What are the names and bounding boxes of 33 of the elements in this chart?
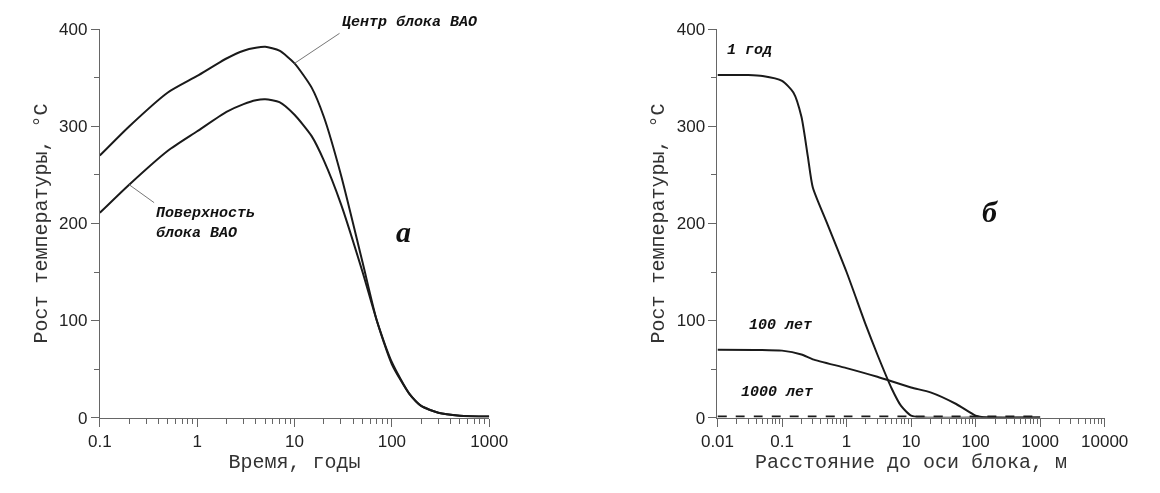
y-tick-label: 0 <box>77 408 88 428</box>
y-axis-title: Рост температуры, °C <box>647 103 671 344</box>
series-label: 100 лет <box>749 317 813 334</box>
x-tick-label: 100 <box>961 431 990 451</box>
x-tick-label: 0.1 <box>87 431 112 451</box>
y-axis-title: Рост температуры, °C <box>29 103 53 344</box>
x-tick-label: 0.1 <box>770 431 794 451</box>
x-tick-label: 10000 <box>1081 431 1129 451</box>
annotation: б <box>982 195 998 228</box>
y-tick-label: 400 <box>59 20 88 40</box>
y-tick-label: 300 <box>59 117 88 137</box>
x-tick-label: 1 <box>192 431 202 451</box>
x-tick-label: 1 <box>841 431 852 451</box>
y-tick-label: 400 <box>676 20 706 40</box>
y-tick-label: 0 <box>695 408 706 428</box>
y-tick-label: 100 <box>59 311 88 331</box>
annotation: а <box>396 215 411 248</box>
x-tick-label: 100 <box>377 431 407 451</box>
y-tick-label: 200 <box>59 214 88 234</box>
text: Поверхность блока ВАО <box>156 205 256 242</box>
x-tick-label: 1000 <box>470 431 509 451</box>
x-tick-label: 1000 <box>1021 431 1060 451</box>
y-tick-label: 300 <box>676 117 706 137</box>
x-axis-title: Расстояние до оси блока, м <box>755 451 1068 475</box>
x-tick-label: 10 <box>901 431 921 451</box>
y-tick-label: 100 <box>676 311 706 331</box>
x-tick-label: 10 <box>285 431 304 451</box>
x-tick-label: 0.01 <box>700 431 735 451</box>
text: Центр блока ВАО <box>342 14 478 31</box>
series-label: 1 год <box>727 42 773 59</box>
y-tick-label: 200 <box>676 214 706 234</box>
series-label: 1000 лет <box>741 384 814 401</box>
x-axis-title: Время, годы <box>228 451 361 475</box>
